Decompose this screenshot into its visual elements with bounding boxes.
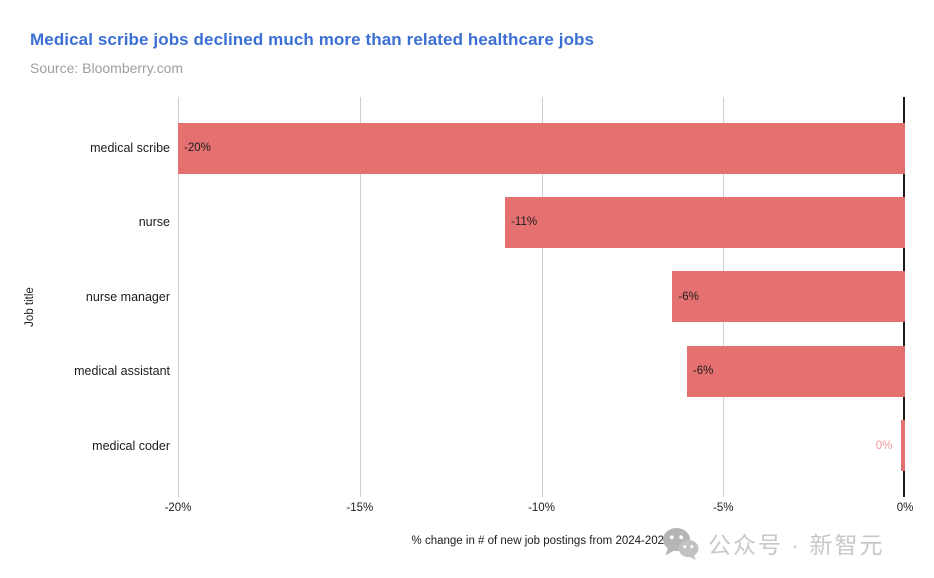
category-label-medical-assistant: medical assistant (74, 364, 170, 379)
category-label-medical-scribe: medical scribe (90, 141, 170, 155)
bar-value-label: 0% (875, 439, 893, 452)
x-tick-label: -20% (164, 502, 192, 514)
gridline (178, 97, 179, 497)
category-label-medical-coder: medical coder (92, 438, 170, 453)
plot-area: -20% -11% -6% -6% 0% (178, 97, 905, 497)
chart-source: Source: Bloomberry.com (30, 60, 184, 76)
bar-medical-assistant (686, 345, 905, 397)
x-tick-label: 0% (896, 502, 914, 514)
bar-value-label: -6% (692, 365, 714, 378)
chart-title: Medical scribe jobs declined much more t… (30, 30, 595, 49)
bar-value-label: -6% (678, 290, 699, 303)
bar-nurse-manager (672, 271, 905, 323)
bar-value-label: -11% (511, 216, 538, 229)
x-tick-label: -15% (346, 502, 374, 514)
x-tick-label: -5% (713, 502, 734, 514)
wechat-icon (663, 527, 699, 560)
gridline (541, 97, 543, 497)
watermark: 公众号 · 新智元 (662, 526, 884, 560)
bar-medical-coder (901, 420, 905, 472)
category-label-nurse-manager: nurse manager (85, 289, 170, 304)
bar-nurse (505, 196, 905, 248)
bar-medical-scribe (178, 122, 905, 174)
x-tick-label: -10% (528, 502, 555, 514)
category-label-nurse: nurse (138, 215, 170, 230)
watermark-text: 公众号 · 新智元 (708, 532, 885, 558)
bar-value-label: -20% (184, 142, 211, 154)
gridline (359, 97, 361, 497)
x-axis-label: % change in # of new job postings from 2… (411, 535, 671, 547)
